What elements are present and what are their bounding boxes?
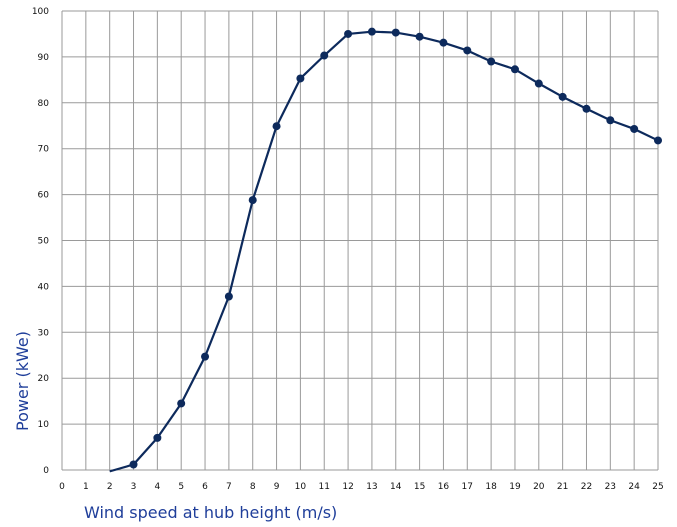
y-axis-title: Power (kWe)	[13, 331, 32, 431]
x-tick-label: 14	[390, 482, 402, 492]
x-tick-label: 21	[557, 482, 568, 492]
y-tick-label: 90	[38, 53, 50, 63]
data-point	[201, 352, 210, 361]
x-tick-label: 0	[59, 482, 65, 492]
data-point	[582, 104, 591, 113]
y-tick-label: 50	[38, 237, 50, 247]
x-tick-label: 8	[250, 482, 256, 492]
data-point	[320, 51, 329, 60]
series-line	[109, 30, 659, 473]
x-tick-label: 23	[605, 482, 616, 492]
x-tick-label: 2	[107, 482, 113, 492]
y-tick-label: 20	[38, 374, 50, 384]
y-tick-label: 30	[38, 328, 50, 338]
x-tick-label: 20	[533, 482, 545, 492]
data-point	[272, 122, 281, 131]
x-tick-label: 4	[154, 482, 160, 492]
series-layer	[109, 27, 662, 473]
x-tick-label: 17	[462, 482, 473, 492]
x-tick-label: 22	[581, 482, 592, 492]
y-tick-label: 0	[43, 466, 49, 476]
data-point	[391, 28, 400, 37]
x-tick-label: 25	[652, 482, 663, 492]
x-tick-label: 10	[295, 482, 307, 492]
x-tick-label: 11	[319, 482, 330, 492]
data-point	[367, 27, 376, 36]
x-tick-label: 1	[83, 482, 89, 492]
x-tick-label: 18	[485, 482, 497, 492]
data-point	[344, 29, 353, 38]
x-tick-label: 13	[366, 482, 377, 492]
y-tick-label: 70	[38, 145, 50, 155]
x-tick-label: 9	[274, 482, 280, 492]
data-point	[248, 196, 257, 205]
x-tick-label: 12	[342, 482, 353, 492]
x-tick-label: 19	[509, 482, 521, 492]
data-point	[177, 399, 186, 408]
data-point	[439, 38, 448, 47]
data-point	[153, 433, 162, 442]
data-point	[630, 124, 639, 133]
data-point	[224, 292, 233, 301]
x-tick-label: 7	[226, 482, 232, 492]
data-point	[534, 79, 543, 88]
y-tick-label: 40	[38, 282, 50, 292]
x-tick-label: 6	[202, 482, 208, 492]
grid-layer	[61, 10, 659, 471]
data-point	[463, 46, 472, 55]
data-point	[558, 92, 567, 101]
tick-label-layer: 0 1 2 3 4 5 6 7 8 9 10 11 12 13 14 15 16 17 18 19 20 21 22 23 24…	[32, 7, 664, 492]
x-tick-label: 24	[628, 482, 640, 492]
x-tick-label: 15	[414, 482, 425, 492]
y-tick-label: 10	[38, 420, 50, 430]
y-tick-label: 100	[32, 7, 49, 17]
data-point	[487, 57, 496, 66]
x-tick-label: 3	[131, 482, 137, 492]
y-tick-label: 60	[38, 191, 50, 201]
y-tick-label: 80	[38, 99, 50, 109]
data-point	[296, 74, 305, 83]
x-tick-label: 16	[438, 482, 450, 492]
data-point	[129, 460, 138, 469]
data-point	[415, 32, 424, 41]
data-point	[606, 116, 615, 125]
x-axis-title: Wind speed at hub height (m/s)	[84, 503, 337, 522]
data-point	[510, 65, 519, 74]
x-tick-label: 5	[178, 482, 184, 492]
data-point	[654, 136, 662, 145]
